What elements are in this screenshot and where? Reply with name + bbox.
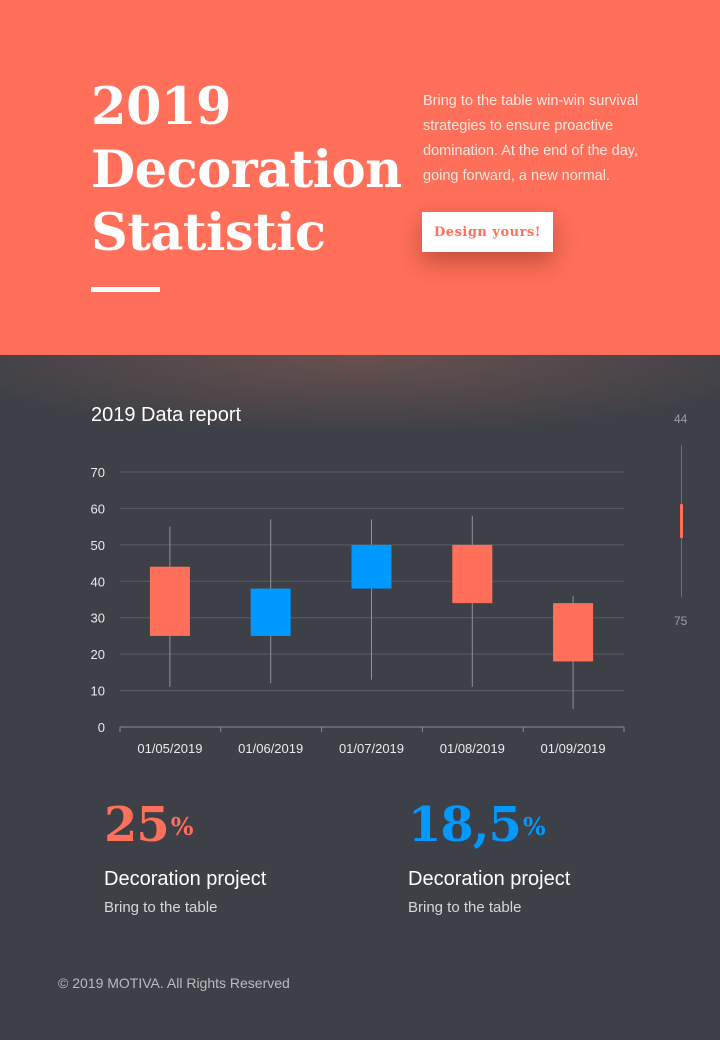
candle-body [553, 603, 594, 662]
stat-label: Decoration project [408, 868, 571, 890]
candle-body [452, 544, 493, 604]
stat-unit: % [522, 812, 546, 841]
section-glow [0, 355, 720, 435]
y-tick-label: 30 [91, 611, 105, 626]
scroller-top-label: 44 [674, 412, 688, 426]
title-underline [91, 287, 160, 292]
x-tick-label: 01/06/2019 [238, 741, 303, 756]
x-tick-label: 01/05/2019 [137, 741, 202, 756]
y-tick-label: 10 [91, 684, 105, 699]
stat-subtext: Bring to the table [104, 899, 218, 916]
stat-card-1: 25% Decoration project Bring to the tabl… [104, 796, 266, 916]
hero-description: Bring to the table win-win survival stra… [423, 93, 639, 184]
stat-subtext: Bring to the table [408, 899, 522, 916]
x-tick-label: 01/09/2019 [541, 741, 606, 756]
hero-title-line: Decoration [91, 140, 402, 200]
candlestick-chart: 0 10 20 30 40 50 60 70 01/05/2019 01/06/2019 01/07… [91, 465, 625, 756]
y-tick-label: 40 [91, 574, 105, 589]
y-tick-label: 70 [91, 465, 105, 480]
candle-body [149, 566, 190, 636]
stat-label: Decoration project [104, 868, 267, 890]
y-tick-label: 50 [91, 538, 105, 553]
hero-title-line: 2019 [91, 77, 231, 137]
design-yours-button[interactable]: Design yours! [422, 212, 553, 252]
stat-number: 18,5 [408, 797, 522, 853]
footer: © 2019 MOTIVA. All Rights Reserved [58, 975, 290, 991]
scroller-bottom-label: 75 [674, 614, 688, 628]
footer-text: 2019 MOTIVA. All Rights Reserved [72, 975, 290, 991]
y-tick-label: 20 [91, 647, 105, 662]
stat-value: 25% [104, 796, 266, 854]
stat-value: 18,5% [408, 796, 570, 854]
hero-title-line: Statistic [91, 203, 326, 263]
candle-body [351, 544, 392, 589]
x-tick-label: 01/08/2019 [440, 741, 505, 756]
y-tick-label: 60 [91, 501, 105, 516]
report-title: 2019 Data report [91, 404, 242, 426]
candle-body [250, 588, 291, 636]
copyright-icon: © [58, 975, 69, 991]
y-tick-label: 0 [98, 720, 105, 735]
x-tick-label: 01/07/2019 [339, 741, 404, 756]
hero-title: 2019 Decoration Statistic [91, 76, 402, 265]
scroller-thumb[interactable] [680, 504, 683, 538]
hero-banner: 2019 Decoration Statistic Bring to the t… [0, 0, 720, 355]
stat-card-2: 18,5% Decoration project Bring to the ta… [408, 796, 570, 916]
stat-number: 25 [104, 797, 170, 853]
stat-unit: % [170, 812, 194, 841]
